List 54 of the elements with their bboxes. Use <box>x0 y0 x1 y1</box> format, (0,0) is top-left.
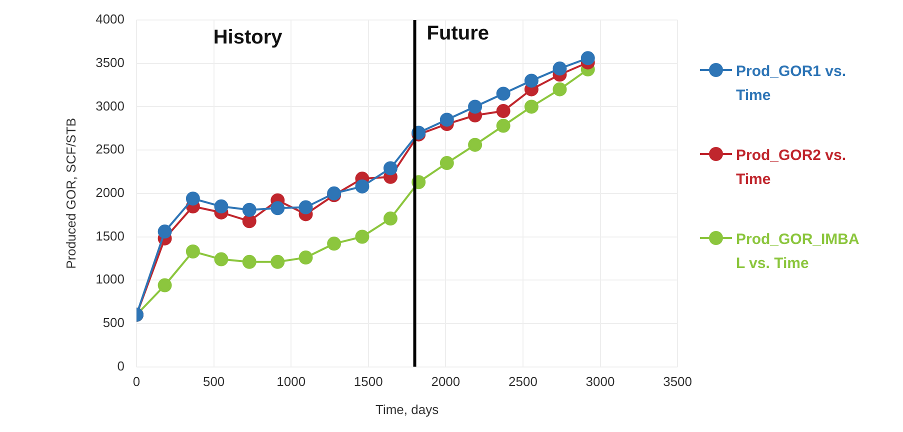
point <box>355 179 370 194</box>
point <box>496 118 510 133</box>
point <box>270 254 285 269</box>
point <box>214 199 228 214</box>
x-tick-label: 1000 <box>276 374 306 390</box>
x-tick-label: 0 <box>132 374 140 390</box>
point <box>242 202 256 217</box>
point <box>355 230 370 244</box>
point <box>186 192 200 206</box>
annotation: History <box>213 26 284 49</box>
x-tick-label: 2000 <box>431 374 460 390</box>
x-tick-label: 1500 <box>354 374 383 390</box>
point <box>524 74 538 88</box>
y-tick-label: 4000 <box>96 12 125 27</box>
y-tick-label: 3000 <box>96 98 125 114</box>
point <box>242 214 256 228</box>
point <box>468 100 482 114</box>
point <box>552 62 567 76</box>
point <box>298 200 313 214</box>
point <box>468 138 482 152</box>
annotation: Future <box>426 22 489 45</box>
y-tick-label: 2500 <box>96 142 125 157</box>
y-tick-label: 2000 <box>96 184 125 200</box>
x-tick-label: 500 <box>202 374 225 390</box>
legend-label: Prod_GOR2 vs. Time <box>736 146 848 190</box>
x-tick-label: 3000 <box>586 374 615 390</box>
point <box>158 278 172 292</box>
point <box>242 254 256 269</box>
y-tick-label: 1500 <box>96 228 125 244</box>
legend-label: Prod_GOR1 vs. Time <box>736 62 848 106</box>
point <box>524 100 538 114</box>
point <box>496 86 510 101</box>
point <box>440 112 454 127</box>
x-tick-label: 2500 <box>508 374 538 390</box>
point <box>552 82 567 96</box>
y-axis-title: Produced GOR, SCF/STB <box>63 118 78 269</box>
point <box>214 252 228 266</box>
point <box>440 156 454 170</box>
point <box>327 236 342 251</box>
point <box>186 244 200 258</box>
point <box>580 51 595 66</box>
x-axis-title: Time, days <box>375 402 440 417</box>
legend-label: Prod_GOR_IMBAL vs. Time <box>736 230 860 274</box>
x-tick-label: 3500 <box>663 374 692 390</box>
point <box>270 201 285 216</box>
y-tick-label: 500 <box>102 315 125 330</box>
y-tick-label: 0 <box>117 358 125 374</box>
point <box>383 161 398 176</box>
point <box>383 212 398 226</box>
point <box>158 224 172 239</box>
point <box>298 250 313 265</box>
y-tick-label: 3500 <box>96 54 125 70</box>
y-tick-label: 1000 <box>96 272 125 287</box>
point <box>496 104 510 118</box>
